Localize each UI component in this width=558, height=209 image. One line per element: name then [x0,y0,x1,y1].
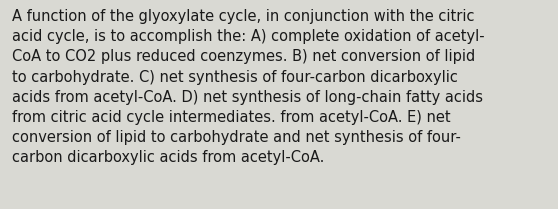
Text: A function of the glyoxylate cycle, in conjunction with the citric
acid cycle, i: A function of the glyoxylate cycle, in c… [12,9,485,165]
